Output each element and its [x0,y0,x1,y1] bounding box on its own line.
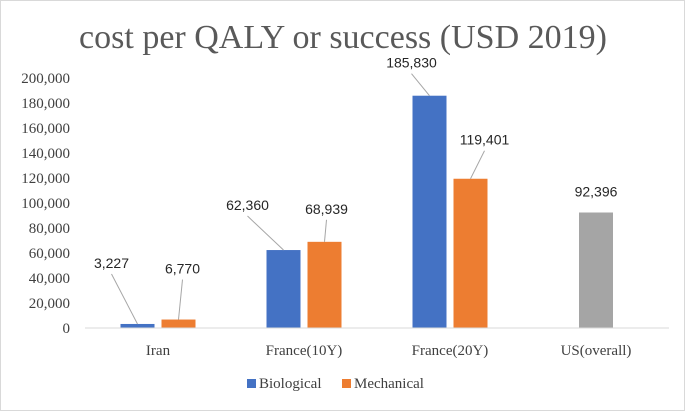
bar-biological [412,95,447,329]
y-tick-label: 40,000 [29,271,70,287]
x-tick-label: France(10Y) [266,343,343,359]
x-tick-label: Iran [146,343,171,359]
legend-swatch [342,379,351,388]
data-labels: 3,227 6,770 62,360 68,939 185,830 119,401 92,3… [94,55,618,277]
leader-line [111,273,138,325]
x-tick-label: US(overall) [561,343,632,359]
y-tick-label: 80,000 [29,221,70,237]
bar-mechanical [453,178,488,328]
y-tick-label: 120,000 [21,171,70,187]
bar-mechanical [161,319,196,328]
bar-biological [120,323,155,328]
legend-label: Biological [259,376,322,392]
legend: Biological Mechanical [247,376,424,392]
y-tick-label: 0 [63,321,71,337]
legend-swatch [247,379,256,388]
leader-line [178,279,183,320]
leader-line [324,219,327,242]
y-tick-label: 140,000 [21,146,70,162]
y-tick-label: 100,000 [21,196,70,212]
leader-line [411,73,430,97]
data-label: 3,227 [94,255,129,271]
bar-biological [266,250,301,328]
bar-overall [579,212,613,328]
legend-label: Mechanical [354,376,424,392]
data-label: 68,939 [305,201,348,217]
y-tick-label: 60,000 [29,246,70,262]
leader-line [247,215,284,251]
data-label: 119,401 [460,132,510,148]
y-axis: 0 20,000 40,000 60,000 80,000 100,000 120,000 1… [21,71,70,337]
y-tick-label: 200,000 [21,71,70,87]
bars-group [120,95,613,329]
y-tick-label: 180,000 [21,96,70,112]
leader-line [470,150,485,179]
chart-title: cost per QALY or success (USD 2019) [79,19,607,56]
data-label: 92,396 [575,184,618,200]
bar-mechanical [307,241,342,328]
y-tick-label: 160,000 [21,121,70,137]
data-label: 62,360 [226,197,269,213]
y-tick-label: 20,000 [29,296,70,312]
data-label: 6,770 [165,261,200,277]
x-tick-label: France(20Y) [412,343,489,359]
x-axis: Iran France(10Y) France(20Y) US(overall) [146,343,631,359]
leader-lines [111,73,485,325]
data-label: 185,830 [386,55,437,71]
